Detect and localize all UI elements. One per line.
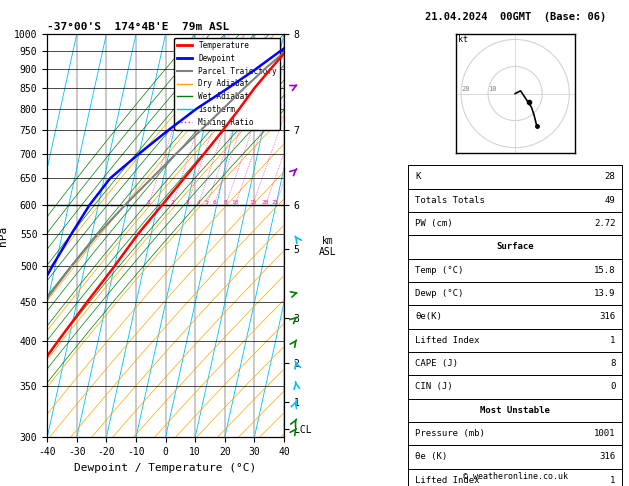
FancyBboxPatch shape: [408, 165, 622, 189]
Text: 2.72: 2.72: [594, 219, 615, 228]
Text: 15.8: 15.8: [594, 266, 615, 275]
Text: Lifted Index: Lifted Index: [415, 336, 479, 345]
Text: Dewp (°C): Dewp (°C): [415, 289, 464, 298]
FancyBboxPatch shape: [408, 445, 622, 469]
FancyBboxPatch shape: [408, 305, 622, 329]
Text: Pressure (mb): Pressure (mb): [415, 429, 485, 438]
Y-axis label: hPa: hPa: [0, 226, 8, 246]
FancyBboxPatch shape: [408, 212, 622, 235]
Text: 13.9: 13.9: [594, 289, 615, 298]
Text: 316: 316: [599, 312, 615, 321]
Text: 21.04.2024  00GMT  (Base: 06): 21.04.2024 00GMT (Base: 06): [425, 12, 606, 22]
Text: CIN (J): CIN (J): [415, 382, 453, 391]
FancyBboxPatch shape: [408, 235, 622, 259]
Text: Temp (°C): Temp (°C): [415, 266, 464, 275]
Text: θe (K): θe (K): [415, 452, 447, 461]
Text: kt: kt: [459, 35, 469, 44]
Text: 20: 20: [461, 86, 469, 92]
Text: 8: 8: [224, 200, 228, 205]
Text: 10: 10: [231, 200, 239, 205]
Y-axis label: km
ASL: km ASL: [319, 236, 337, 257]
X-axis label: Dewpoint / Temperature (°C): Dewpoint / Temperature (°C): [74, 463, 257, 473]
Text: 25: 25: [272, 200, 279, 205]
Text: 28: 28: [604, 173, 615, 181]
Text: 4: 4: [196, 200, 200, 205]
FancyBboxPatch shape: [408, 399, 622, 422]
Text: -37°00'S  174°4B'E  79m ASL: -37°00'S 174°4B'E 79m ASL: [47, 22, 230, 32]
FancyBboxPatch shape: [408, 469, 622, 486]
Text: PW (cm): PW (cm): [415, 219, 453, 228]
Text: 15: 15: [249, 200, 256, 205]
FancyBboxPatch shape: [408, 329, 622, 352]
FancyBboxPatch shape: [408, 282, 622, 305]
FancyBboxPatch shape: [408, 259, 622, 282]
Text: Most Unstable: Most Unstable: [480, 406, 550, 415]
Text: 6: 6: [212, 200, 216, 205]
Text: 2: 2: [170, 200, 174, 205]
Text: 20: 20: [262, 200, 269, 205]
Text: 5: 5: [205, 200, 209, 205]
Text: Surface: Surface: [496, 243, 534, 251]
Text: 1: 1: [147, 200, 150, 205]
FancyBboxPatch shape: [408, 422, 622, 445]
Text: © weatheronline.co.uk: © weatheronline.co.uk: [463, 472, 567, 481]
FancyBboxPatch shape: [408, 189, 622, 212]
Text: CAPE (J): CAPE (J): [415, 359, 458, 368]
Text: 49: 49: [604, 196, 615, 205]
FancyBboxPatch shape: [408, 352, 622, 375]
Text: Lifted Index: Lifted Index: [415, 476, 479, 485]
Text: K: K: [415, 173, 420, 181]
Text: Totals Totals: Totals Totals: [415, 196, 485, 205]
FancyBboxPatch shape: [408, 375, 622, 399]
Text: 1001: 1001: [594, 429, 615, 438]
Text: 1: 1: [610, 476, 615, 485]
Text: 0: 0: [610, 382, 615, 391]
Legend: Temperature, Dewpoint, Parcel Trajectory, Dry Adiabat, Wet Adiabat, Isotherm, Mi: Temperature, Dewpoint, Parcel Trajectory…: [174, 38, 280, 130]
Text: 1: 1: [610, 336, 615, 345]
Text: 316: 316: [599, 452, 615, 461]
Text: 8: 8: [610, 359, 615, 368]
Text: 3: 3: [186, 200, 189, 205]
Text: θe(K): θe(K): [415, 312, 442, 321]
Text: 10: 10: [488, 86, 496, 92]
